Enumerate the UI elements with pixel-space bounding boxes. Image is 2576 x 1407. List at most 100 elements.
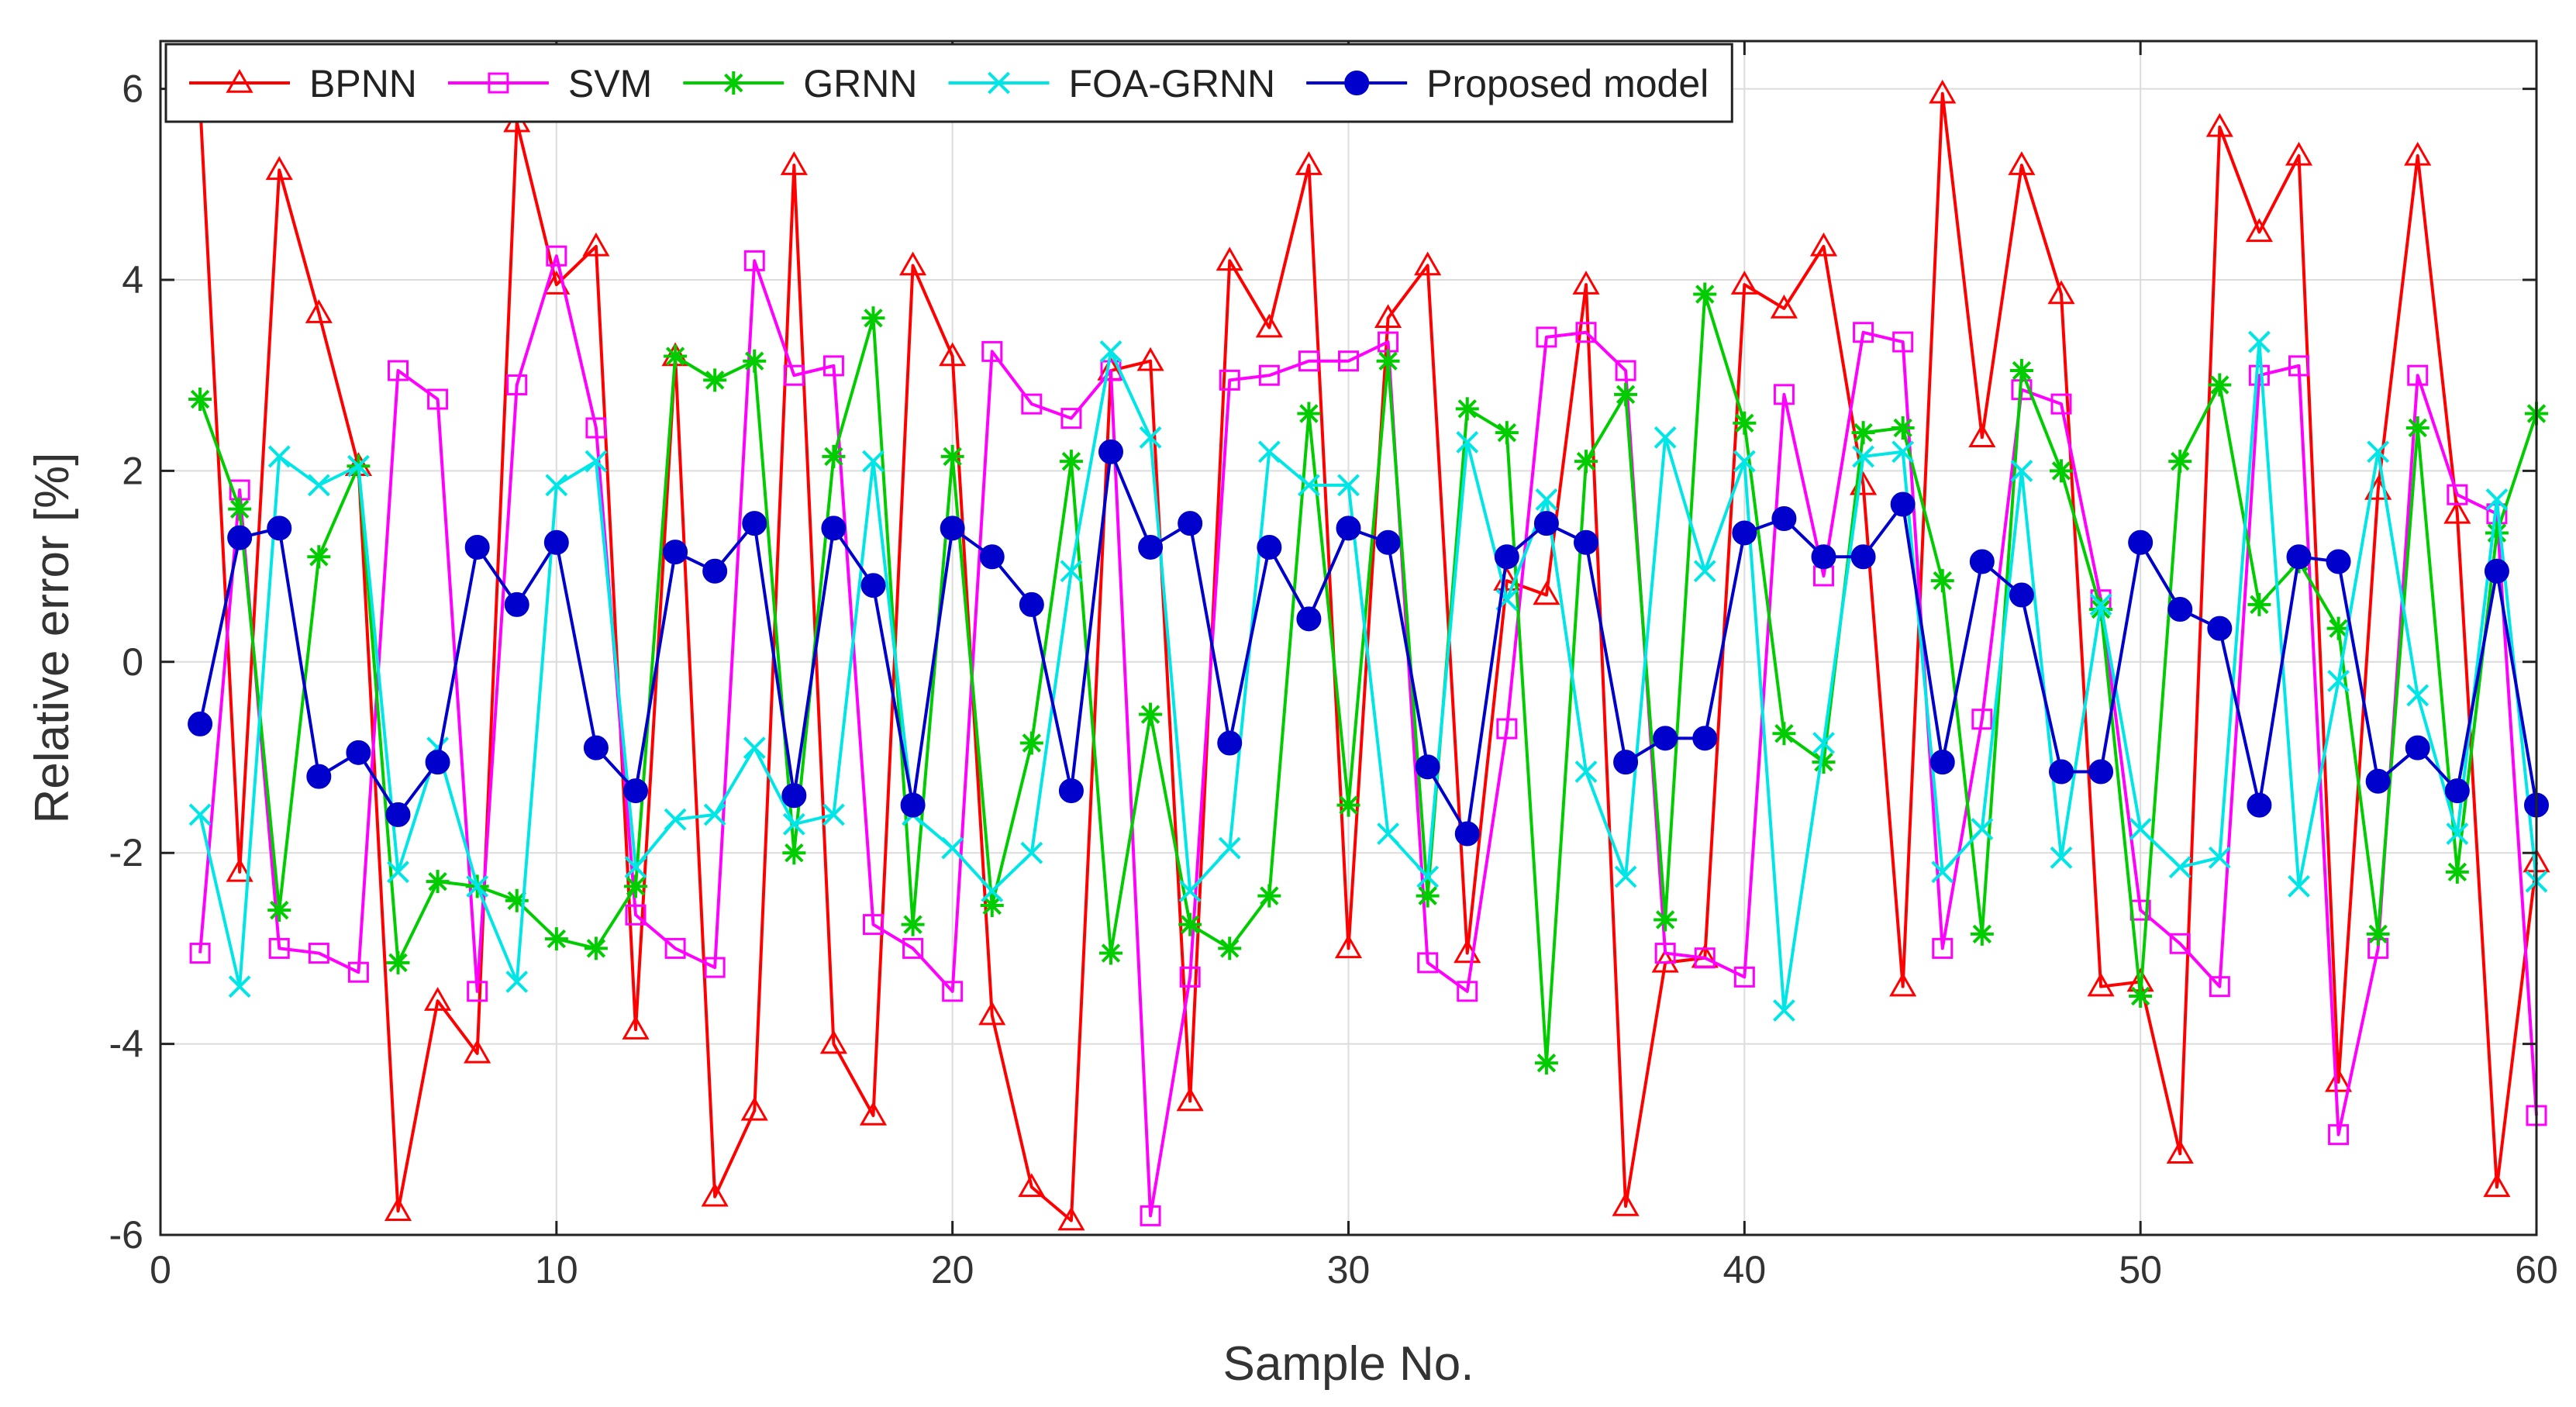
data-point-svm — [308, 943, 329, 964]
data-point-foa-grnn — [2010, 459, 2033, 482]
data-point-svm — [743, 250, 765, 271]
data-point-foa-grnn — [2446, 822, 2469, 845]
data-point-svm — [1932, 937, 1954, 959]
data-point-proposed-model — [1217, 730, 1243, 756]
data-point-grnn — [1812, 750, 1836, 774]
data-point-bpnn — [622, 1016, 650, 1040]
data-point-proposed-model — [781, 783, 807, 809]
data-point-bpnn — [2087, 972, 2115, 997]
data-point-grnn — [2405, 416, 2429, 440]
x-tick-label: 30 — [1327, 1248, 1371, 1291]
data-point-proposed-model — [1811, 544, 1836, 570]
data-point-bpnn — [2166, 1140, 2194, 1164]
data-point-grnn — [2366, 922, 2390, 946]
data-point-foa-grnn — [743, 736, 766, 760]
data-point-grnn — [1336, 793, 1360, 817]
data-point-svm — [1417, 952, 1439, 974]
data-point-foa-grnn — [1416, 865, 1440, 888]
data-point-foa-grnn — [307, 474, 330, 497]
data-point-grnn — [1297, 402, 1321, 426]
data-point-bpnn — [859, 1101, 888, 1126]
data-point-foa-grnn — [1574, 760, 1598, 783]
data-point-bpnn — [1334, 934, 1363, 959]
data-point-foa-grnn — [1377, 822, 1399, 845]
x-tick-label: 0 — [150, 1248, 171, 1291]
data-point-proposed-model — [543, 529, 569, 555]
data-point-grnn — [703, 368, 727, 392]
data-point-proposed-model — [2088, 759, 2114, 785]
data-point-grnn — [1891, 416, 1915, 440]
y-axis-label: Relative error [%] — [26, 453, 79, 824]
data-point-proposed-model — [1257, 534, 1282, 560]
data-point-svm — [1615, 360, 1636, 381]
data-point-foa-grnn — [1535, 488, 1558, 511]
data-point-proposed-model — [2326, 549, 2351, 574]
data-point-grnn — [1574, 450, 1598, 474]
data-point-proposed-model — [2128, 529, 2154, 555]
x-axis-label: Sample No. — [1223, 1337, 1474, 1391]
data-point-svm — [506, 374, 528, 396]
data-point-proposed-model — [1929, 750, 1955, 775]
series-proposed-model — [188, 439, 2549, 847]
data-point-bpnn — [1809, 232, 1838, 257]
data-point-proposed-model — [504, 591, 529, 617]
data-point-bpnn — [978, 1001, 1006, 1026]
data-point-svm — [347, 961, 369, 983]
data-point-foa-grnn — [1971, 817, 1994, 840]
data-point-svm — [388, 360, 409, 381]
y-tick-label: -4 — [109, 1022, 143, 1066]
data-point-grnn — [664, 344, 688, 368]
data-point-foa-grnn — [1099, 340, 1122, 363]
data-point-foa-grnn — [2248, 330, 2271, 353]
data-point-foa-grnn — [466, 874, 489, 898]
data-point-proposed-model — [346, 740, 371, 765]
data-point-svm — [942, 981, 964, 1002]
data-point-proposed-model — [663, 540, 688, 565]
data-point-svm — [585, 417, 607, 439]
legend-swatch-marker — [488, 72, 509, 94]
data-point-grnn — [1693, 282, 1717, 306]
data-point-proposed-model — [1296, 606, 1322, 632]
data-point-foa-grnn — [1337, 474, 1360, 497]
data-point-grnn — [1455, 397, 1479, 421]
y-tick-label: -6 — [109, 1213, 143, 1257]
data-point-foa-grnn — [585, 450, 608, 473]
data-point-proposed-model — [1692, 726, 1718, 751]
series-line-proposed-model — [198, 450, 2538, 836]
data-point-foa-grnn — [782, 812, 805, 836]
legend-item-proposed-model: Proposed model — [1306, 62, 1709, 105]
data-point-foa-grnn — [624, 856, 647, 879]
data-point-foa-grnn — [1298, 474, 1320, 497]
data-point-svm — [1179, 966, 1201, 988]
data-point-grnn — [2326, 616, 2350, 640]
data-point-svm — [2407, 364, 2429, 386]
data-point-foa-grnn — [862, 450, 885, 473]
data-point-bpnn — [1572, 271, 1600, 295]
data-point-proposed-model — [425, 750, 450, 775]
legend-label: BPNN — [309, 62, 417, 105]
data-point-proposed-model — [1058, 778, 1084, 804]
data-point-grnn — [822, 444, 846, 468]
data-point-grnn — [2168, 450, 2192, 474]
data-point-grnn — [1495, 421, 1519, 445]
data-point-grnn — [743, 349, 767, 373]
data-point-bpnn — [226, 857, 253, 882]
data-point-grnn — [1257, 884, 1281, 908]
data-point-grnn — [782, 841, 806, 865]
data-point-grnn — [1654, 908, 1678, 932]
data-point-svm — [2328, 1124, 2350, 1146]
data-point-bpnn — [740, 1096, 768, 1121]
data-point-foa-grnn — [2168, 856, 2191, 879]
legend-swatch-marker — [1344, 71, 1370, 95]
data-point-svm — [2447, 484, 2468, 505]
data-point-grnn — [901, 912, 925, 936]
data-point-svm — [189, 943, 211, 964]
data-point-grnn — [1019, 731, 1043, 755]
data-point-bpnn — [582, 232, 610, 257]
data-point-foa-grnn — [664, 808, 687, 831]
data-point-svm — [1892, 331, 1914, 353]
legend-swatch-marker — [226, 68, 253, 93]
y-tick-label: 0 — [122, 640, 143, 684]
